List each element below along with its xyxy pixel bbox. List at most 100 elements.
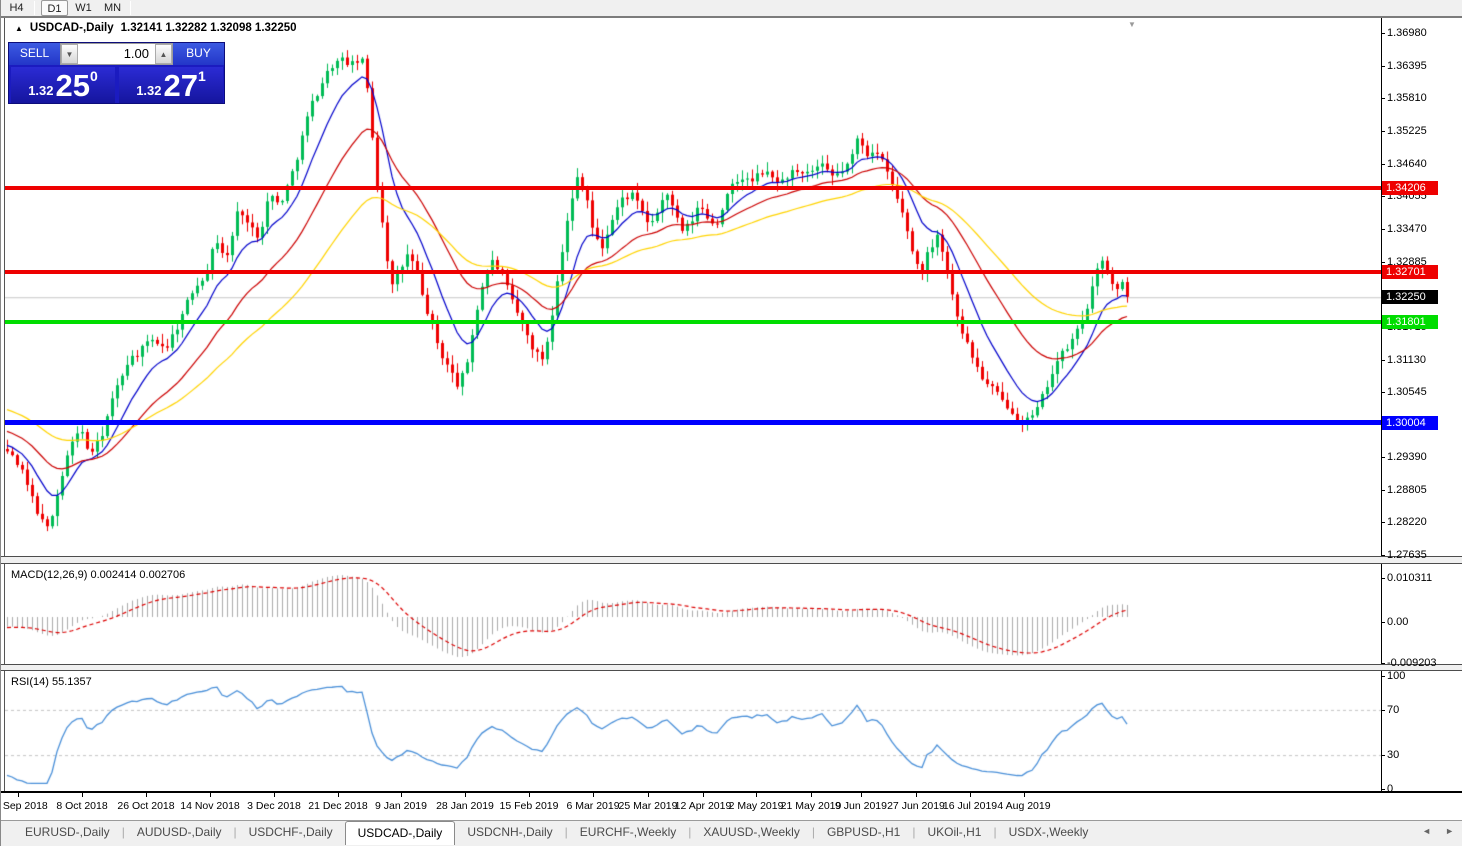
chart-shift-marker-icon[interactable]: ▼: [1128, 20, 1136, 29]
toolbar-separator: [130, 1, 131, 15]
date-axis-label: 2 May 2019: [728, 800, 784, 812]
chart-left-border: [4, 18, 5, 793]
chart-tab-usdcad-daily[interactable]: USDCAD-,Daily: [344, 821, 456, 845]
buy-price-point: 1: [198, 68, 206, 84]
timeframe-toolbar: H4 D1 W1 MN: [1, 0, 1462, 18]
price-axis-tick: 1.33470: [1381, 223, 1427, 236]
date-axis-label: 16 Jul 2019: [942, 800, 998, 812]
date-axis-tick: [465, 793, 466, 797]
chart-tab-ukoil-h1[interactable]: UKOil-,H1: [927, 825, 982, 839]
tab-separator: |: [233, 825, 237, 839]
toolbar-separator: [34, 1, 35, 15]
buy-price-pips: 27: [163, 68, 198, 103]
price-badge-1.30004: 1.30004: [1382, 415, 1438, 430]
main-macd-splitter[interactable]: [1, 556, 1462, 564]
date-axis-label: 27 Jun 2019: [887, 800, 945, 812]
price-axis-tick: 1.27635: [1381, 549, 1427, 562]
date-axis-tick: [529, 793, 530, 797]
timeframe-button-h4[interactable]: H4: [9, 2, 24, 14]
date-axis-label: 12 Apr 2019: [674, 800, 732, 812]
sell-price-pips: 25: [55, 68, 90, 103]
sell-price-base: 1.32: [28, 83, 54, 98]
price-axis-tick: 1.28805: [1381, 483, 1427, 496]
date-axis-tick: [401, 793, 402, 797]
date-axis-tick: [274, 793, 275, 797]
price-axis-tick: 1.32885: [1381, 255, 1427, 268]
rsi-axis-tick: 100: [1380, 670, 1406, 682]
tab-separator: |: [121, 825, 125, 839]
chart-tab-gbpusd-h1[interactable]: GBPUSD-,H1: [826, 825, 901, 839]
date-axis-label: 15 Feb 2019: [499, 800, 559, 812]
resistance-line-1.32701[interactable]: [5, 270, 1381, 275]
chart-tab-usdx-weekly[interactable]: USDX-,Weekly: [1008, 825, 1089, 839]
collapse-panel-icon[interactable]: ▲: [15, 23, 23, 33]
macd-axis-tick: -0.009203: [1381, 657, 1437, 669]
price-axis-tick: 1.36980: [1381, 27, 1427, 39]
tab-scroll-right-icon[interactable]: ►: [1445, 826, 1454, 836]
date-axis-label: 21 May 2019: [780, 800, 842, 812]
price-badge-1.32250: 1.32250: [1382, 290, 1438, 305]
date-axis-label: 14 Nov 2018: [180, 800, 240, 812]
tab-scroll-controls: ◄ ►: [1422, 826, 1454, 836]
date-axis-tick: [593, 793, 594, 797]
chart-tab-xauusd-weekly[interactable]: XAUUSD-,Weekly: [703, 825, 800, 839]
timeframe-button-w1[interactable]: W1: [75, 2, 92, 14]
price-axis-tick: 1.28220: [1381, 516, 1427, 529]
price-badge-1.31801: 1.31801: [1382, 315, 1438, 330]
chart-tab-eurusd-daily[interactable]: EURUSD-,Daily: [25, 825, 110, 839]
date-axis-tick: [210, 793, 211, 797]
support-line-1.30004[interactable]: [5, 420, 1381, 426]
rsi-axis-tick: 0: [1380, 783, 1394, 795]
support-line-1.31801[interactable]: [5, 320, 1381, 325]
chart-tab-usdcnh-daily[interactable]: USDCNH-,Daily: [467, 825, 553, 839]
sell-price-display[interactable]: 1.32 25 0: [11, 67, 115, 103]
date-axis-label: 3 Dec 2018: [247, 800, 301, 812]
volume-input[interactable]: 1.00: [78, 44, 155, 64]
price-axis-tick: 1.35810: [1381, 92, 1427, 105]
price-axis-tick: 1.29390: [1381, 451, 1427, 464]
rsi-label: RSI(14) 55.1357: [11, 676, 92, 688]
price-axis-tick: 1.35225: [1381, 125, 1427, 138]
timeframe-button-d1[interactable]: D1: [41, 0, 68, 16]
date-axis-label: 21 Dec 2018: [308, 800, 368, 812]
price-badge-1.32701: 1.32701: [1382, 265, 1438, 280]
buy-button[interactable]: BUY: [173, 43, 224, 65]
ohlc-values: 1.32141 1.32282 1.32098 1.32250: [120, 22, 297, 34]
timeframe-button-mn[interactable]: MN: [103, 2, 122, 14]
resistance-line-1.34206[interactable]: [5, 185, 1381, 190]
date-axis-tick: [18, 793, 19, 797]
chart-tab-audusd-daily[interactable]: AUDUSD-,Daily: [136, 825, 222, 839]
time-axis-line: [1, 791, 1462, 793]
date-axis-tick: [146, 793, 147, 797]
date-axis-label: 26 Oct 2018: [117, 800, 175, 812]
macd-indicator-canvas: [5, 564, 1381, 664]
volume-spinner: ▼ 1.00 ▲: [60, 43, 173, 65]
date-axis-tick: [756, 793, 757, 797]
price-axis-border: [1381, 18, 1382, 793]
volume-decrease-icon[interactable]: ▼: [61, 44, 78, 64]
sell-price-point: 0: [90, 68, 98, 84]
sell-button[interactable]: SELL: [9, 43, 60, 65]
date-axis-tick: [861, 793, 862, 797]
macd-axis-tick: 0.010311: [1380, 572, 1433, 584]
chart-tab-bar: EURUSD-,Daily | AUDUSD-,Daily | USDCHF-,Dail…: [1, 820, 1462, 846]
date-axis-label: 19 Sep 2018: [0, 800, 48, 812]
date-axis-label: 8 Oct 2018: [56, 800, 108, 812]
date-axis-tick: [916, 793, 917, 797]
tab-separator: |: [688, 825, 692, 839]
volume-increase-icon[interactable]: ▲: [155, 44, 172, 64]
chart-tab-usdchf-daily[interactable]: USDCHF-,Daily: [248, 825, 333, 839]
macd-rsi-splitter[interactable]: [1, 664, 1462, 671]
rsi-indicator-canvas: [5, 671, 1381, 791]
chart-tab-eurchf-weekly[interactable]: EURCHF-,Weekly: [579, 825, 677, 839]
price-axis-tick: 1.30545: [1381, 386, 1427, 399]
tab-scroll-left-icon[interactable]: ◄: [1422, 826, 1432, 836]
date-axis-label: 6 Mar 2019: [566, 800, 620, 812]
date-axis-label: 9 Jan 2019: [375, 800, 427, 812]
price-axis-tick: 1.36395: [1381, 59, 1427, 72]
trade-panel-top-row: SELL ▼ 1.00 ▲ BUY: [9, 43, 224, 65]
buy-price-display[interactable]: 1.32 27 1: [119, 67, 223, 103]
date-axis-tick: [1024, 793, 1025, 797]
symbol-period-label: USDCAD-,Daily: [29, 22, 114, 34]
